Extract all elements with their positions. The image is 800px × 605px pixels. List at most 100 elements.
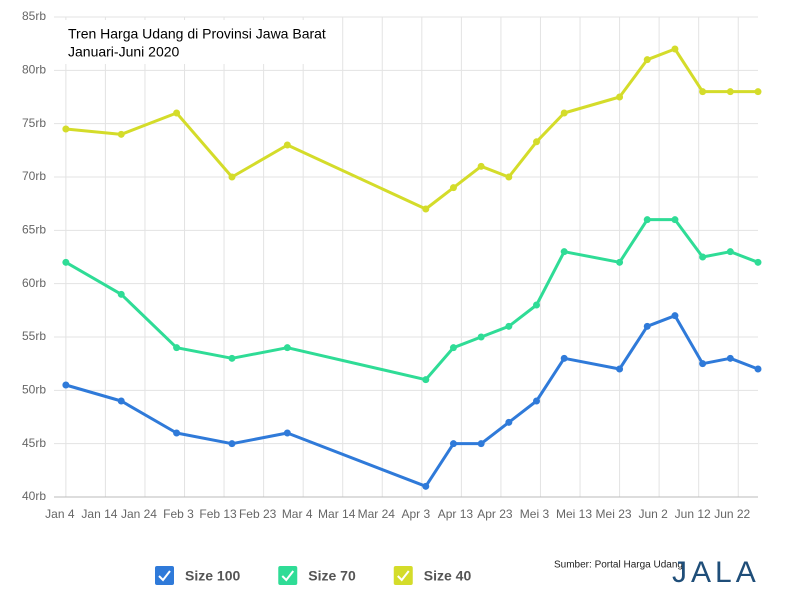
y-tick-label: 45rb [22, 436, 46, 450]
data-point [754, 365, 762, 373]
legend-label: Size 100 [185, 568, 240, 584]
x-tick-label: Mar 4 [282, 507, 313, 521]
legend-check [158, 570, 171, 582]
x-tick-label: Feb 23 [239, 507, 277, 521]
y-tick-label: 60rb [22, 276, 46, 290]
data-point [754, 258, 762, 266]
data-point [62, 381, 70, 389]
x-tick-label: Jan 14 [81, 507, 117, 521]
data-point [228, 440, 236, 448]
chart-title: Tren Harga Udang di Provinsi Jawa Barat [68, 26, 326, 42]
data-point [477, 162, 485, 170]
y-tick-label: 50rb [22, 383, 46, 397]
source: Sumber: Portal Harga Udang [554, 560, 683, 571]
legend-checkbox [278, 566, 298, 585]
x-tick-label: Feb 13 [199, 507, 237, 521]
data-point [422, 482, 430, 490]
data-point [726, 248, 734, 256]
y-tick-label: 70rb [22, 169, 46, 183]
x-tick-label: Jun 2 [638, 507, 668, 521]
data-point [173, 429, 181, 437]
data-point [173, 344, 181, 352]
data-point [533, 138, 541, 146]
x-tick-label: Mei 23 [596, 507, 632, 521]
legend-item[interactable]: Size 40 [393, 566, 472, 585]
data-point [699, 88, 707, 96]
y-tick-label: 40rb [22, 489, 46, 503]
data-point [726, 88, 734, 96]
x-tick-label: Apr 13 [438, 507, 474, 521]
data-point [560, 354, 568, 362]
legend-check [397, 570, 410, 582]
data-point [283, 429, 291, 437]
data-point [754, 88, 762, 96]
data-point [560, 248, 568, 256]
legend-item[interactable]: Size 100 [155, 566, 240, 585]
data-point [283, 344, 291, 352]
data-point [117, 130, 125, 138]
x-tick-label: Apr 23 [477, 507, 513, 521]
x-tick-label: Mei 13 [556, 507, 592, 521]
data-point [616, 365, 624, 373]
data-point [643, 216, 651, 224]
data-point [117, 397, 125, 405]
legend-label: Size 40 [424, 568, 472, 584]
x-tick-label: Mar 24 [358, 507, 396, 521]
data-point [477, 440, 485, 448]
chart-subtitle: Januari-Juni 2020 [68, 44, 180, 60]
data-point [422, 376, 430, 384]
x-tick-label: Feb 3 [163, 507, 194, 521]
brand-logo: JALA [672, 556, 760, 589]
data-point [449, 184, 457, 192]
x-tick-label: Jan 24 [121, 507, 157, 521]
data-point [173, 109, 181, 117]
data-point [533, 397, 541, 405]
data-point [560, 109, 568, 117]
legend: Size 100 Size 70 Size 40 [155, 566, 471, 585]
data-point [671, 216, 679, 224]
data-point [505, 322, 513, 330]
title-box [62, 20, 334, 64]
legend-checkbox [155, 566, 174, 585]
data-point [616, 258, 624, 266]
data-point [477, 333, 485, 341]
data-point [671, 45, 679, 53]
data-point [505, 418, 513, 426]
y-tick-label: 75rb [22, 116, 46, 130]
series-line [65, 47, 758, 211]
x-tick-label: Jan 4 [45, 507, 75, 521]
x-tick-label: Jun 12 [675, 507, 711, 521]
data-point [671, 312, 679, 320]
series-line [65, 218, 759, 382]
data-point [62, 258, 70, 266]
y-tick-label: 55rb [22, 329, 46, 343]
x-tick-label: Mei 3 [520, 507, 550, 521]
data-point [726, 354, 734, 362]
data-point [643, 322, 651, 330]
legend-checkbox [393, 566, 413, 585]
plot [62, 45, 762, 490]
x-tick-label: Mar 14 [318, 507, 356, 521]
data-point [616, 93, 624, 101]
data-point [643, 56, 651, 64]
legend-label: Size 70 [308, 568, 356, 584]
data-point [228, 354, 236, 362]
data-point [699, 253, 707, 261]
data-point [449, 440, 457, 448]
x-tick-label: Jun 22 [714, 507, 750, 521]
data-point [117, 290, 125, 298]
x-tick-label: Apr 3 [401, 507, 430, 521]
grid: 40rb 45rb 50rb 55rb 60rb 65rb 70rb 75rb 80rb 85rb… [22, 9, 758, 521]
data-point [228, 173, 236, 181]
data-point [533, 301, 541, 309]
data-point [283, 141, 291, 149]
y-tick-label: 85rb [22, 9, 46, 23]
data-point [449, 344, 457, 352]
legend-check [281, 570, 295, 582]
legend-item[interactable]: Size 70 [278, 566, 356, 585]
y-tick-label: 65rb [22, 223, 46, 237]
y-tick-label: 80rb [22, 63, 46, 77]
data-point [699, 360, 707, 368]
